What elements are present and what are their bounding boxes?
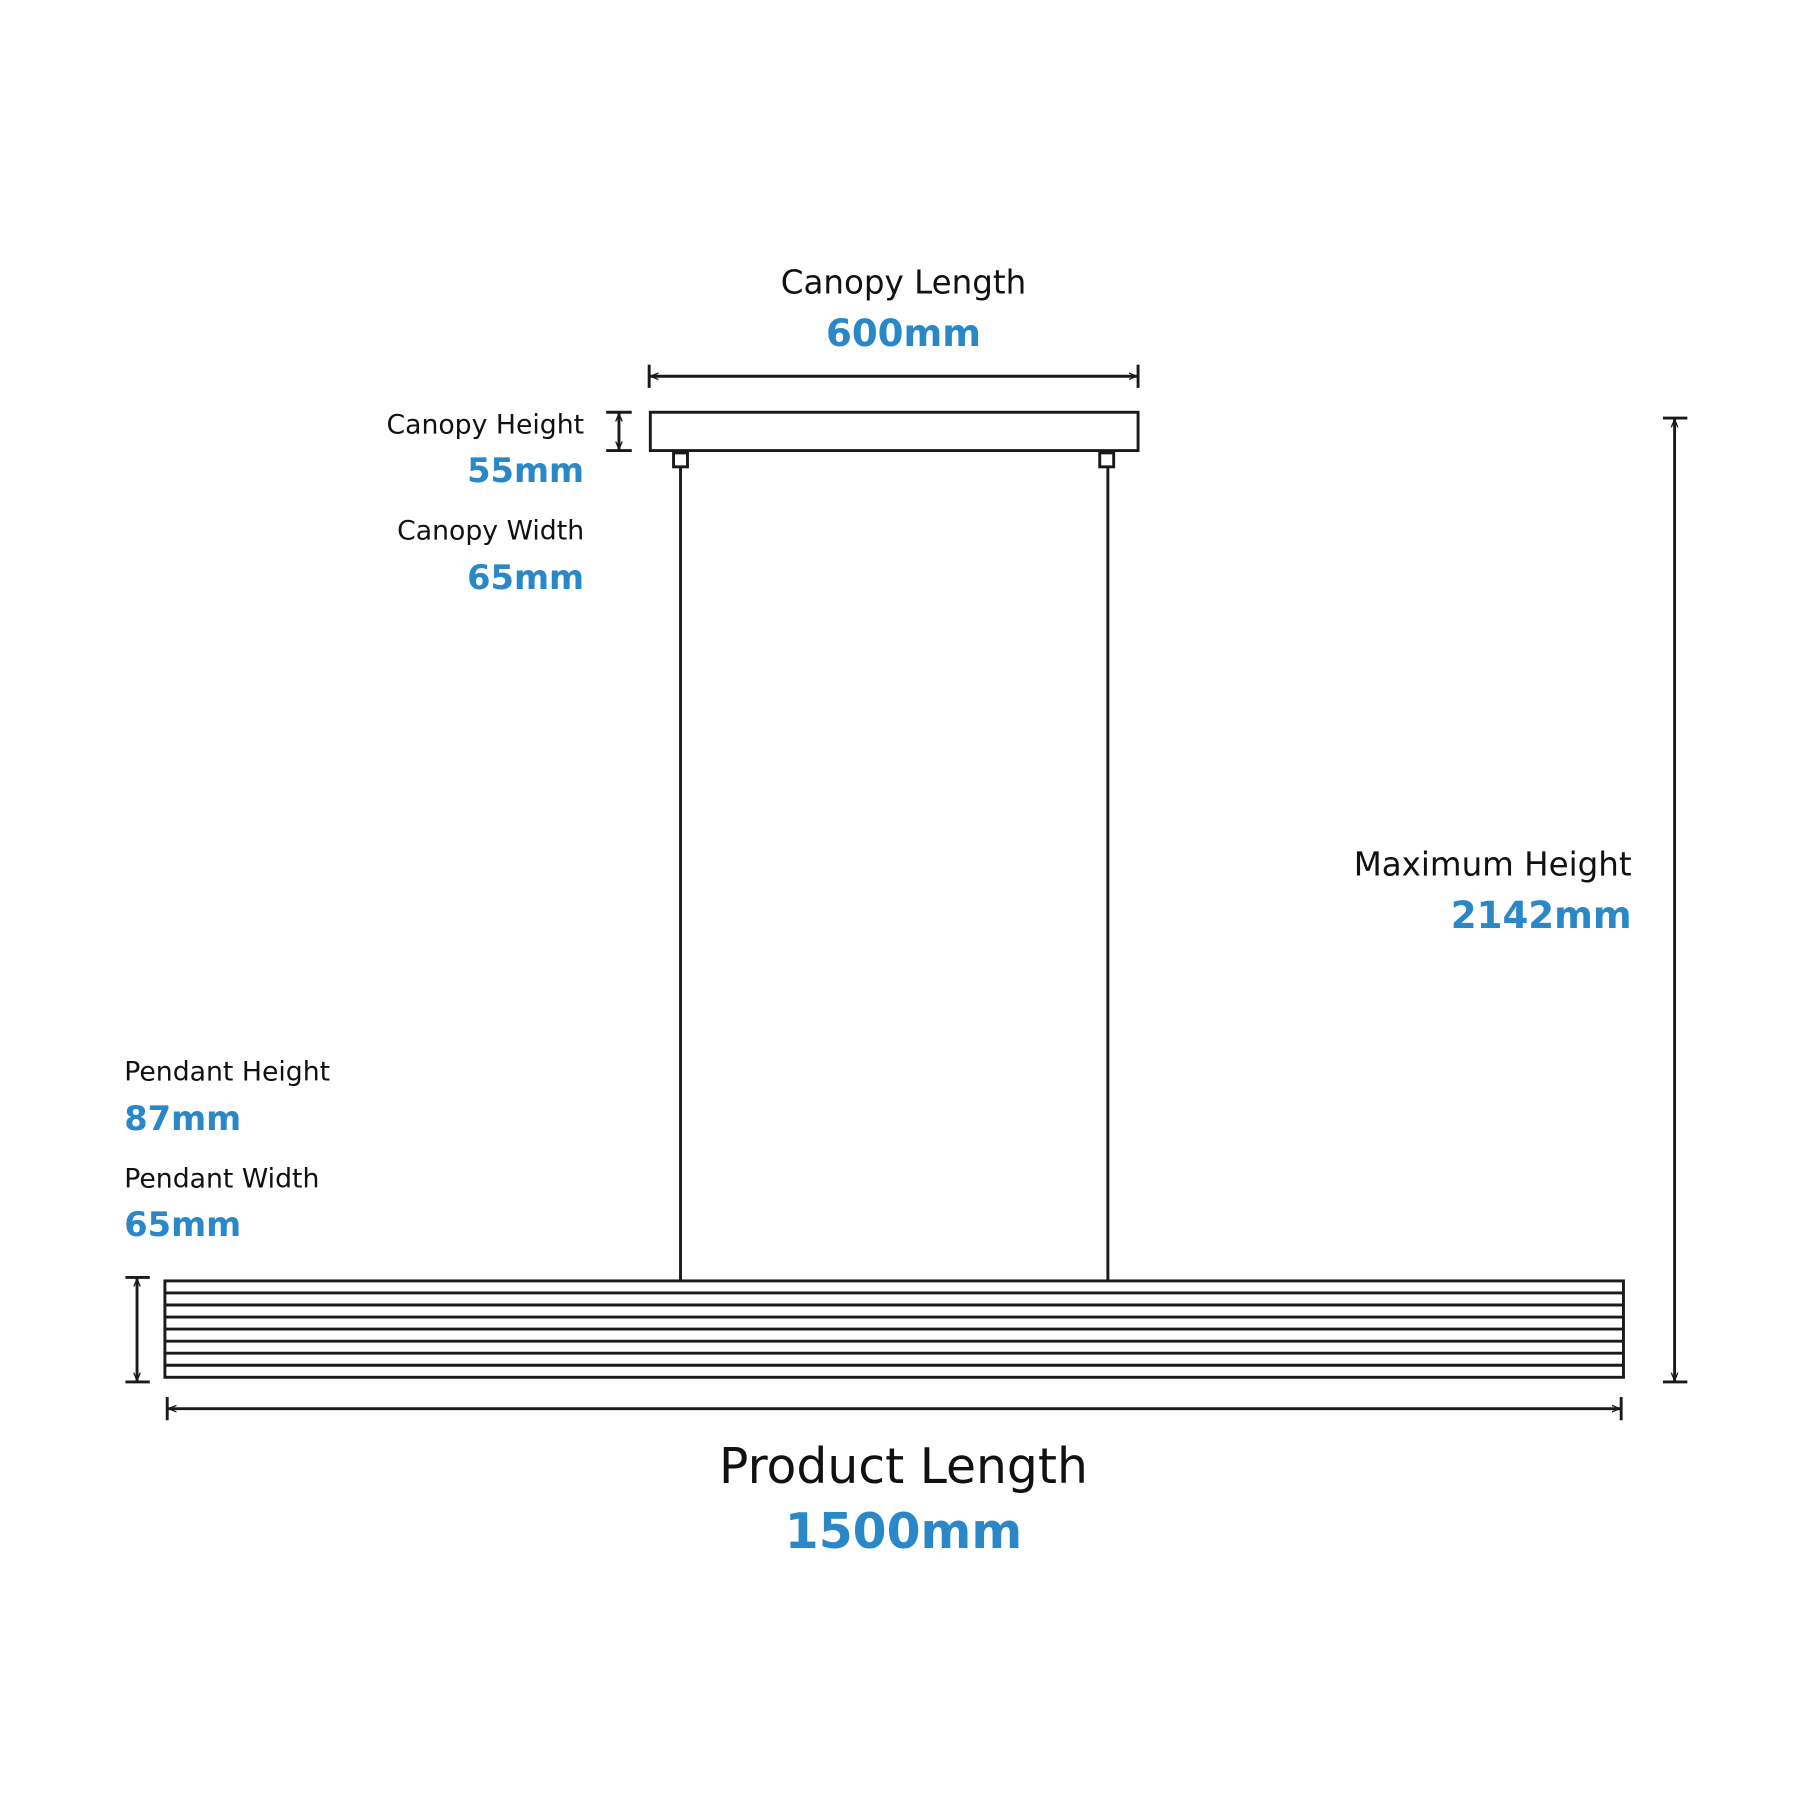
dimension-label: Maximum Height — [1354, 845, 1632, 883]
connector — [672, 451, 689, 469]
dimension-value: 2142mm — [1451, 894, 1632, 937]
pendant — [163, 1279, 1625, 1379]
dimension-label: Canopy Width — [397, 515, 584, 546]
dimension-value: 1500mm — [785, 1503, 1022, 1560]
dimension-value: 65mm — [467, 558, 584, 597]
dimension-value: 600mm — [826, 312, 981, 355]
dimension-value: 87mm — [124, 1099, 241, 1138]
dimension-label: Pendant Width — [124, 1163, 319, 1194]
connector — [1098, 451, 1116, 469]
dimension-label: Canopy Height — [386, 410, 584, 441]
dimension-value: 65mm — [124, 1205, 241, 1244]
dimension-label: Product Length — [719, 1438, 1088, 1495]
dimension-label: Canopy Length — [781, 264, 1026, 302]
canopy — [648, 410, 1140, 453]
dimension-label: Pendant Height — [124, 1057, 330, 1088]
dimension-value: 55mm — [467, 451, 584, 490]
